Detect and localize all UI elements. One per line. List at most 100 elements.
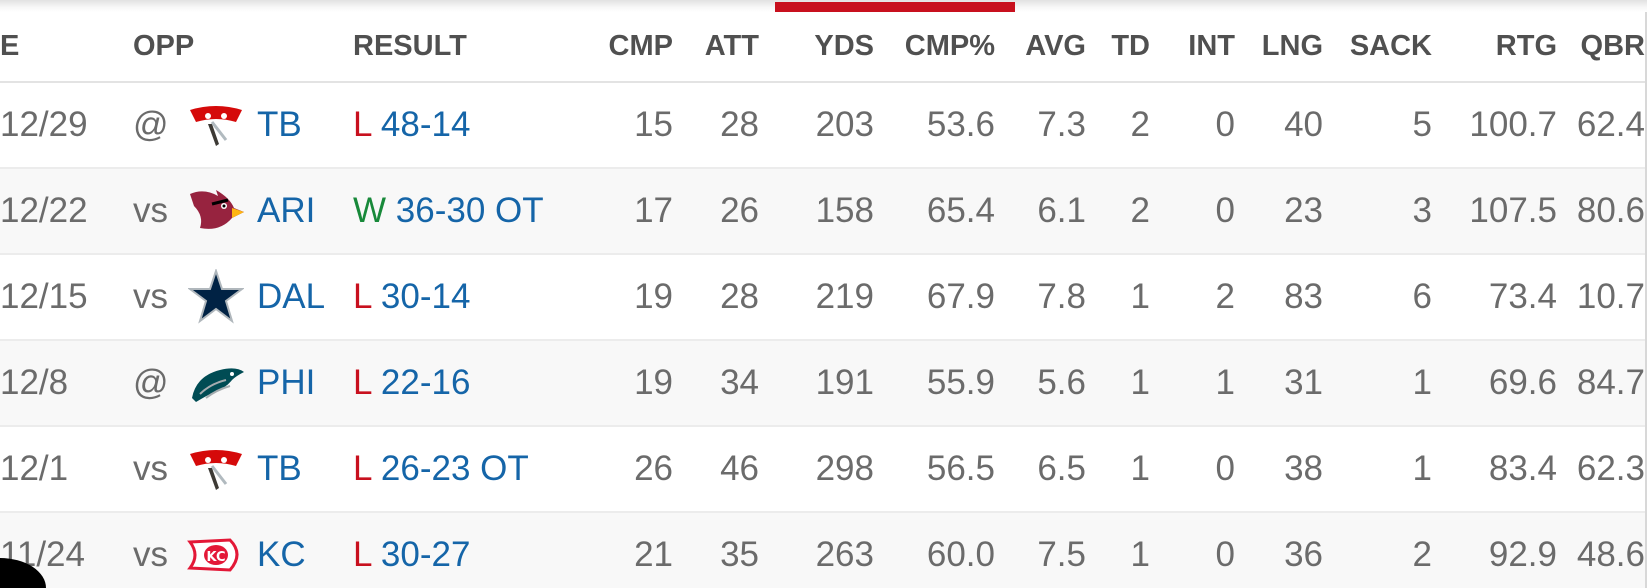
opponent-cell: @ TB xyxy=(133,82,353,168)
date-cell: 12/15 xyxy=(0,277,88,316)
lng-cell: 40 xyxy=(1284,105,1323,144)
col-header-rtg[interactable]: RTG xyxy=(1432,12,1557,83)
cardinals-logo-icon[interactable] xyxy=(185,183,247,239)
td-cell: 2 xyxy=(1130,105,1150,144)
table-row: 12/1 vs TB L 26-23 OT 26 46 298 56.5 6.5… xyxy=(0,426,1645,512)
sack-cell: 1 xyxy=(1412,363,1432,402)
result-cell: L 26-23 OT xyxy=(353,426,573,512)
date-cell: 12/8 xyxy=(0,363,69,402)
int-cell: 0 xyxy=(1215,105,1235,144)
cmp-pct-cell: 56.5 xyxy=(926,449,995,488)
qbr-cell: 80.6 xyxy=(1576,191,1645,230)
att-cell: 28 xyxy=(720,105,759,144)
avg-cell: 6.1 xyxy=(1037,191,1086,230)
opponent-team-link[interactable]: DAL xyxy=(257,277,326,316)
yds-cell: 298 xyxy=(815,449,874,488)
opponent-cell: @ PHI xyxy=(133,340,353,426)
col-header-sack[interactable]: SACK xyxy=(1323,12,1432,83)
col-header-result[interactable]: RESULT xyxy=(353,12,573,83)
opponent-team-link[interactable]: KC xyxy=(257,535,306,574)
buccaneers-logo-icon[interactable] xyxy=(185,97,247,153)
opponent-team-link[interactable]: ARI xyxy=(257,191,316,230)
cmp-pct-cell: 67.9 xyxy=(926,277,995,316)
result-cell: L 30-27 xyxy=(353,512,573,588)
opponent-cell: vs TB xyxy=(133,426,353,512)
game-score-link[interactable]: 30-27 xyxy=(380,535,471,574)
sack-cell: 1 xyxy=(1412,449,1432,488)
location-indicator: vs xyxy=(133,535,168,574)
yds-cell: 219 xyxy=(815,277,874,316)
col-header-cmp[interactable]: CMP xyxy=(573,12,673,83)
date-cell: 12/29 xyxy=(0,105,88,144)
opponent-team-link[interactable]: TB xyxy=(257,105,302,144)
col-header-cmp-pct[interactable]: CMP% xyxy=(874,12,995,83)
location-indicator: vs xyxy=(133,449,168,488)
result-cell: W 36-30 OT xyxy=(353,168,573,254)
result-cell: L 22-16 xyxy=(353,340,573,426)
avg-cell: 6.5 xyxy=(1037,449,1086,488)
game-score-link[interactable]: 48-14 xyxy=(380,105,471,144)
table-row: 12/29 @ TB L 48-14 15 28 203 53.6 7.3 2 … xyxy=(0,82,1645,168)
rtg-cell: 100.7 xyxy=(1469,105,1557,144)
opponent-team-link[interactable]: PHI xyxy=(257,363,316,402)
yds-cell: 158 xyxy=(815,191,874,230)
att-cell: 35 xyxy=(720,535,759,574)
eagles-logo-icon[interactable] xyxy=(185,355,247,411)
sack-cell: 6 xyxy=(1412,277,1432,316)
chiefs-logo-icon[interactable]: KC xyxy=(185,527,247,583)
rtg-cell: 92.9 xyxy=(1488,535,1557,574)
game-score-link[interactable]: 30-14 xyxy=(380,277,471,316)
game-log-table: E OPP RESULT CMP ATT YDS CMP% AVG TD INT… xyxy=(0,12,1645,588)
rtg-cell: 69.6 xyxy=(1488,363,1557,402)
col-header-date[interactable]: E xyxy=(0,12,133,83)
win-loss-indicator: L xyxy=(353,277,372,316)
date-cell: 12/1 xyxy=(0,449,69,488)
table-row: 12/8 @ PHI L 22-16 19 34 191 55.9 5.6 1 … xyxy=(0,340,1645,426)
cmp-cell: 19 xyxy=(634,363,673,402)
cmp-cell: 21 xyxy=(634,535,673,574)
cmp-cell: 26 xyxy=(634,449,673,488)
result-cell: L 30-14 xyxy=(353,254,573,340)
game-score-link[interactable]: 26-23 OT xyxy=(380,449,529,488)
table-row: 11/24 vs KC KC L 30-27 21 35 263 60.0 7.… xyxy=(0,512,1645,588)
td-cell: 1 xyxy=(1130,363,1150,402)
rtg-cell: 73.4 xyxy=(1488,277,1557,316)
col-header-opp[interactable]: OPP xyxy=(133,12,353,83)
col-header-avg[interactable]: AVG xyxy=(995,12,1086,83)
sack-cell: 3 xyxy=(1412,191,1432,230)
opponent-cell: vs DAL xyxy=(133,254,353,340)
win-loss-indicator: L xyxy=(353,105,372,144)
location-indicator: vs xyxy=(133,191,168,230)
cowboys-logo-icon[interactable] xyxy=(185,269,247,325)
lng-cell: 38 xyxy=(1284,449,1323,488)
lng-cell: 83 xyxy=(1284,277,1323,316)
col-header-int[interactable]: INT xyxy=(1150,12,1235,83)
game-score-link[interactable]: 22-16 xyxy=(380,363,471,402)
col-header-qbr[interactable]: QBR xyxy=(1557,12,1645,83)
cmp-cell: 17 xyxy=(634,191,673,230)
att-cell: 28 xyxy=(720,277,759,316)
int-cell: 1 xyxy=(1215,363,1235,402)
col-header-att[interactable]: ATT xyxy=(673,12,759,83)
game-score-link[interactable]: 36-30 OT xyxy=(395,191,544,230)
att-cell: 34 xyxy=(720,363,759,402)
col-header-td[interactable]: TD xyxy=(1086,12,1150,83)
active-tab-indicator xyxy=(775,2,1015,12)
game-log-table-wrapper[interactable]: E OPP RESULT CMP ATT YDS CMP% AVG TD INT… xyxy=(0,12,1645,588)
location-indicator: vs xyxy=(133,277,168,316)
lng-cell: 23 xyxy=(1284,191,1323,230)
qbr-cell: 62.4 xyxy=(1576,105,1645,144)
int-cell: 2 xyxy=(1215,277,1235,316)
col-header-lng[interactable]: LNG xyxy=(1235,12,1323,83)
date-cell: 12/22 xyxy=(0,191,88,230)
location-indicator: @ xyxy=(133,363,169,402)
cmp-pct-cell: 65.4 xyxy=(926,191,995,230)
td-cell: 1 xyxy=(1130,277,1150,316)
win-loss-indicator: L xyxy=(353,363,372,402)
buccaneers-logo-icon[interactable] xyxy=(185,441,247,497)
lng-cell: 36 xyxy=(1284,535,1323,574)
col-header-yds[interactable]: YDS xyxy=(759,12,874,83)
opponent-team-link[interactable]: TB xyxy=(257,449,302,488)
td-cell: 2 xyxy=(1130,191,1150,230)
att-cell: 26 xyxy=(720,191,759,230)
